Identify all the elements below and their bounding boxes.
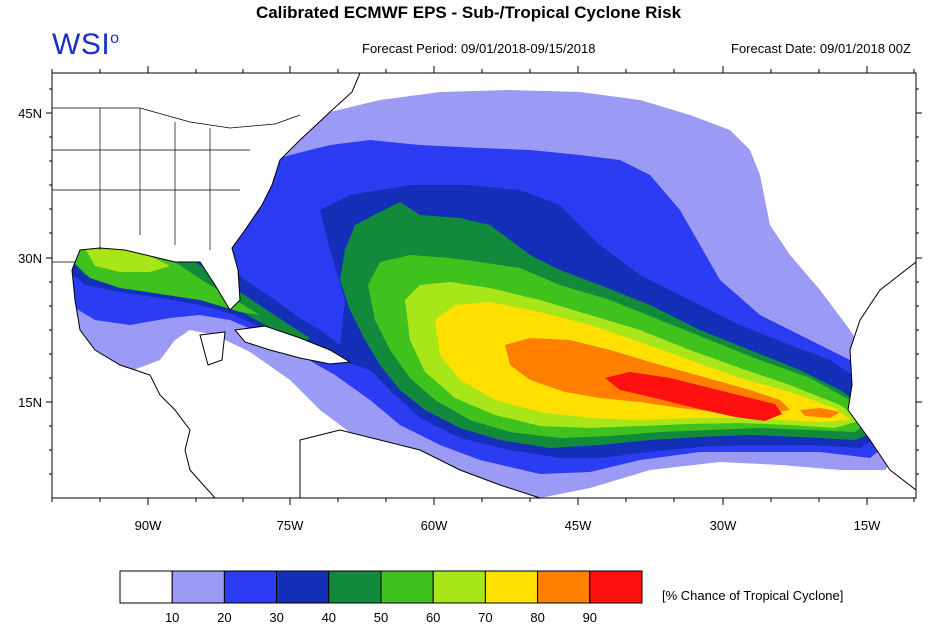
political-borders [52,107,301,263]
lat-label-15n: 15N [18,395,42,410]
legend-swatch-8 [537,570,591,604]
legend-swatch-7 [484,570,539,604]
south-america-land [299,429,541,498]
legend-tick-40: 40 [322,610,336,625]
legend-tick-90: 90 [583,610,597,625]
legend-tick-80: 80 [530,610,544,625]
cuba-land [234,325,352,365]
lon-label-60w: 60W [421,518,448,533]
legend-tick-20: 20 [217,610,231,625]
contour-80 [505,338,840,418]
legend-tick-70: 70 [478,610,492,625]
north-america-land [52,73,361,498]
wsi-logo: WSIo [52,28,120,61]
lon-label-30w: 30W [710,518,737,533]
legend-tick-labels: 10 20 30 40 50 60 70 80 90 [165,610,597,625]
legend-swatch-1 [171,570,225,604]
forecast-period: Forecast Period: 09/01/2018-09/15/2018 [362,41,596,56]
state-borders [52,108,250,250]
lat-label-45n: 45N [18,106,42,121]
legend-tick-60: 60 [426,610,440,625]
legend-tick-30: 30 [269,610,283,625]
lon-label-75w: 75W [277,518,304,533]
legend-unit-label: [% Chance of Tropical Cyclone] [662,588,844,603]
lat-label-30n: 30N [18,251,42,266]
lon-label-15w: 15W [854,518,881,533]
legend-colorbar [119,570,643,604]
legend-tick-50: 50 [374,610,388,625]
africa-land [847,261,916,491]
legend-swatch-0 [119,570,173,604]
lon-label-45w: 45W [565,518,592,533]
us-canada-border [52,107,301,129]
contour-90 [605,372,782,421]
axis-ticks [46,66,922,505]
legend-swatch-6 [432,570,486,604]
legend-tick-10: 10 [165,610,179,625]
yucatan-land [199,331,226,366]
map-title: Calibrated ECMWF EPS - Sub-/Tropical Cyc… [255,3,682,22]
legend-swatch-3 [276,570,330,604]
lon-label-90w: 90W [135,518,162,533]
coastlines [52,73,916,498]
forecast-date: Forecast Date: 09/01/2018 00Z [731,41,911,56]
legend-swatch-9 [589,570,643,604]
legend-swatch-2 [223,570,278,604]
map-frame [51,72,917,499]
legend-swatch-5 [380,570,434,604]
legend-swatch-4 [328,570,382,604]
